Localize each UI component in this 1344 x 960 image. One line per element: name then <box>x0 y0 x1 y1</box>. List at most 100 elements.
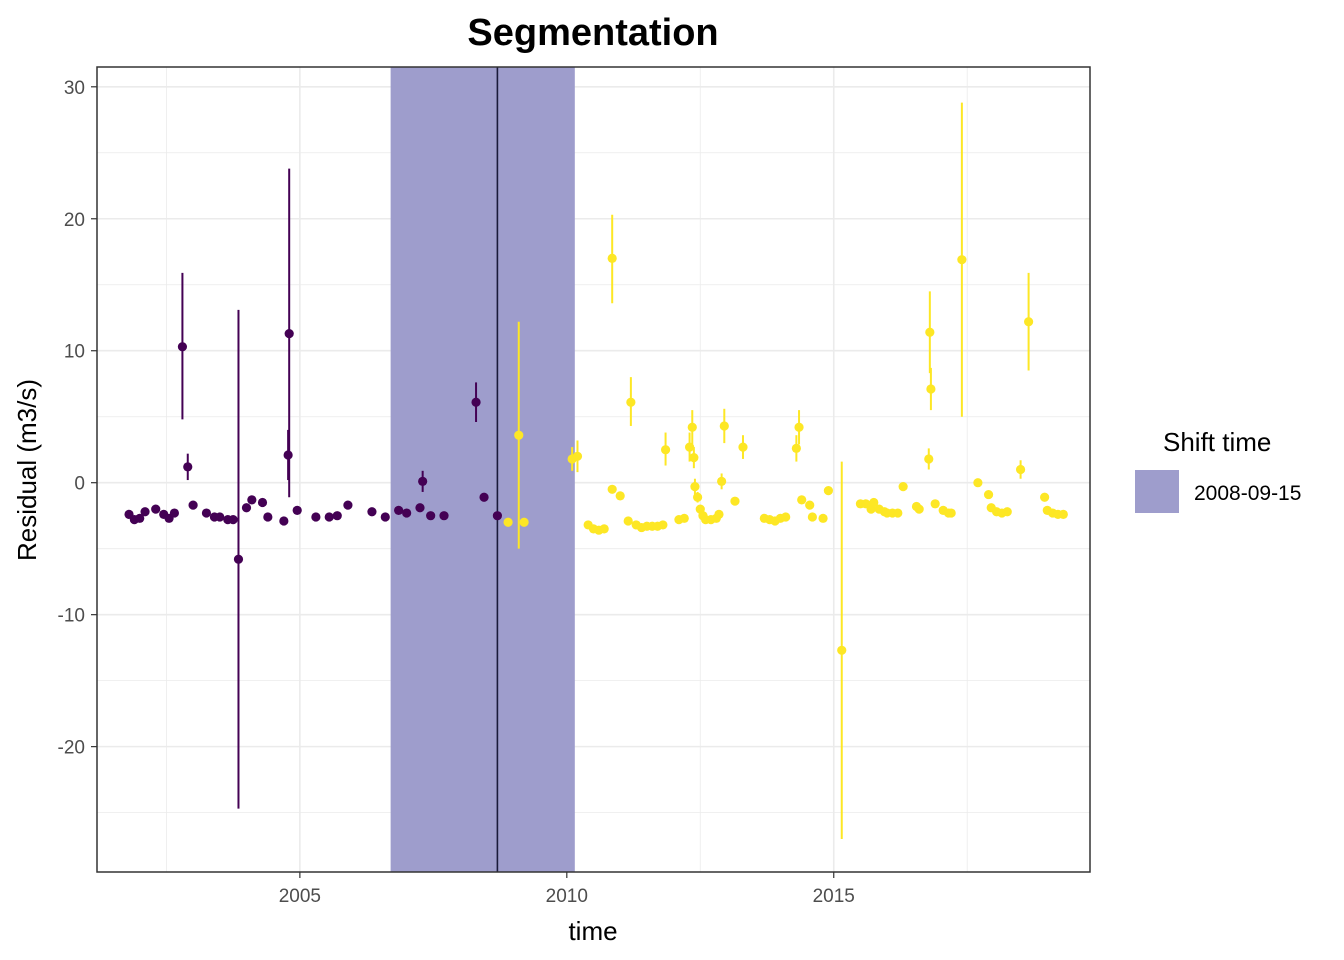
panel-border <box>96 66 1091 873</box>
data-points <box>124 102 1068 840</box>
data-point <box>924 454 934 464</box>
data-point <box>247 495 257 505</box>
data-point <box>169 508 180 518</box>
data-point <box>946 508 956 518</box>
y-tick-label: 10 <box>64 342 85 363</box>
data-point <box>1002 507 1012 517</box>
data-point <box>343 500 353 510</box>
y-tick-label: 20 <box>64 210 85 231</box>
data-point <box>781 512 791 522</box>
data-point <box>914 504 924 514</box>
data-point <box>177 342 188 352</box>
legend-key-swatch <box>1135 470 1179 513</box>
data-point <box>572 451 583 461</box>
data-point <box>684 442 695 452</box>
data-point <box>805 500 815 510</box>
data-point <box>292 505 302 516</box>
x-tick-label: 2010 <box>546 886 588 907</box>
data-point <box>479 492 489 502</box>
legend-title: Shift time <box>1163 427 1271 457</box>
data-point <box>324 512 334 522</box>
data-point <box>823 486 834 496</box>
legend-label: 2008-09-15 <box>1194 482 1301 505</box>
data-point <box>717 476 727 486</box>
data-point <box>283 450 293 460</box>
data-point <box>215 512 225 522</box>
data-point <box>471 397 481 407</box>
data-point <box>926 384 936 394</box>
data-point <box>503 517 513 527</box>
data-point <box>201 508 212 518</box>
data-point <box>983 489 994 500</box>
data-point <box>380 512 390 522</box>
data-point <box>738 442 748 452</box>
data-point <box>599 524 609 534</box>
data-point <box>730 496 740 506</box>
x-tick-label: 2015 <box>813 886 855 907</box>
data-point <box>418 476 428 486</box>
data-point <box>797 495 807 505</box>
data-point <box>930 499 940 509</box>
grid-lines <box>97 67 1090 872</box>
data-point <box>492 511 503 521</box>
data-point <box>140 507 150 517</box>
data-point <box>279 516 289 526</box>
data-point <box>658 520 668 530</box>
data-point <box>679 513 689 523</box>
data-point <box>626 397 636 407</box>
data-point <box>818 513 828 523</box>
data-point <box>233 554 244 564</box>
y-tick-label: -20 <box>58 738 85 759</box>
data-point <box>973 478 983 488</box>
x-axis-ticks: 2005 2010 2015 <box>279 872 855 907</box>
data-point <box>807 512 817 522</box>
data-point <box>415 503 425 513</box>
data-point <box>1058 509 1068 519</box>
data-point <box>869 497 879 508</box>
y-tick-label: 30 <box>64 78 85 99</box>
data-point <box>719 421 729 431</box>
data-point <box>519 517 529 527</box>
data-point <box>794 422 804 432</box>
shift-interval-band-group <box>390 67 575 872</box>
data-point <box>332 511 342 521</box>
data-point <box>791 443 801 453</box>
chart-title: Segmentation <box>467 12 718 54</box>
legend: Shift time 2008-09-15 <box>1135 427 1301 513</box>
data-point <box>837 645 847 655</box>
y-tick-label: -10 <box>58 606 85 627</box>
data-point <box>925 327 935 337</box>
data-point <box>623 516 633 526</box>
data-point <box>893 508 903 518</box>
data-point <box>660 445 671 455</box>
y-tick-label: 0 <box>74 474 85 495</box>
data-point <box>241 503 252 513</box>
data-point <box>687 422 697 432</box>
y-axis-ticks: -20 -10 0 10 20 30 <box>58 78 97 759</box>
data-point <box>514 430 524 440</box>
data-point <box>1024 317 1034 327</box>
shift-interval-band <box>390 67 575 872</box>
data-point <box>188 500 198 510</box>
data-point <box>689 453 699 463</box>
data-point <box>690 482 700 492</box>
data-point <box>1015 464 1026 475</box>
data-point <box>402 508 412 518</box>
data-point <box>367 507 377 517</box>
data-point <box>714 509 724 519</box>
data-point <box>615 491 625 501</box>
data-point <box>607 484 617 494</box>
data-point <box>263 512 273 522</box>
data-point <box>135 513 145 523</box>
data-point <box>439 511 449 521</box>
x-tick-label: 2005 <box>279 886 321 907</box>
data-point <box>284 328 294 339</box>
data-point <box>151 504 161 514</box>
data-point <box>898 482 908 492</box>
data-point <box>257 497 268 508</box>
data-point <box>426 511 436 521</box>
data-point <box>957 255 967 265</box>
y-axis-title: Residual (m3/s) <box>12 379 42 561</box>
